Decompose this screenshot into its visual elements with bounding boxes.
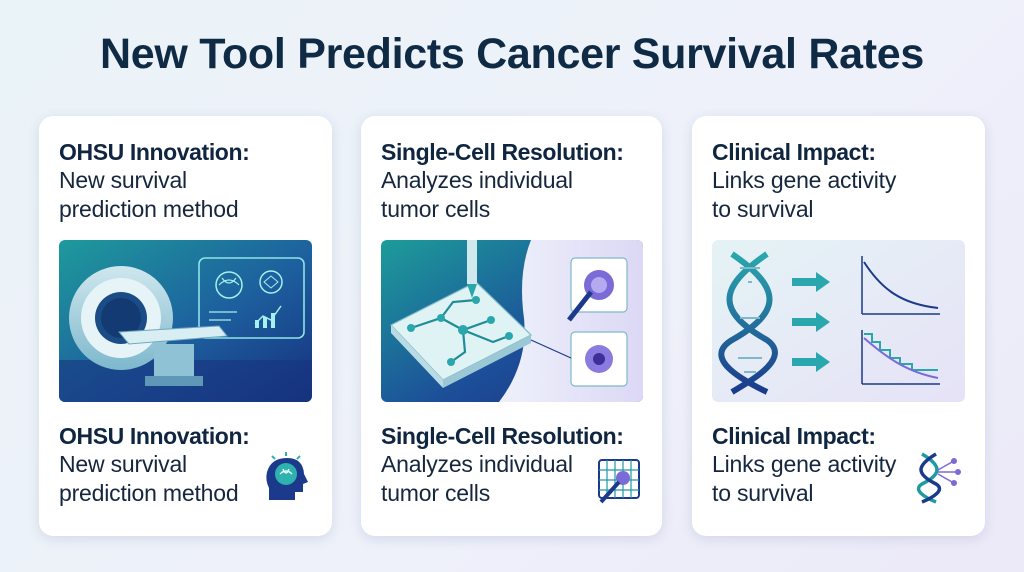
card-footer-heading: OHSU Innovation:	[59, 423, 250, 449]
card-header: OHSU Innovation: New survival prediction…	[59, 138, 318, 224]
card-header: Clinical Impact: Links gene activity to …	[712, 138, 971, 224]
brain-head-icon	[261, 450, 311, 502]
card-footer-line: New survival	[59, 451, 187, 477]
card-footer-heading: Single-Cell Resolution:	[381, 423, 624, 449]
card-footer: OHSU Innovation: New survival prediction…	[59, 422, 318, 508]
card-body-line: tumor cells	[381, 196, 490, 222]
card-header: Single-Cell Resolution: Analyzes individ…	[381, 138, 648, 224]
card-single-cell-resolution: Single-Cell Resolution: Analyzes individ…	[361, 116, 662, 536]
card-footer-line: Analyzes individual	[381, 451, 573, 477]
page-title: New Tool Predicts Cancer Survival Rates	[100, 30, 924, 78]
card-heading: OHSU Innovation:	[59, 139, 250, 165]
card-ohsu-innovation: OHSU Innovation: New survival prediction…	[39, 116, 332, 536]
card-clinical-impact: Clinical Impact: Links gene activity to …	[692, 116, 985, 536]
card-footer-line: to survival	[712, 480, 814, 506]
card-body-line: prediction method	[59, 196, 239, 222]
card-footer-line: prediction method	[59, 480, 239, 506]
card-body-line: Links gene activity	[712, 167, 897, 193]
microfluidic-chip-illustration	[381, 240, 643, 402]
cell-probe-icon	[595, 456, 645, 504]
card-body-line: to survival	[712, 196, 814, 222]
card-heading: Single-Cell Resolution:	[381, 139, 624, 165]
card-footer: Single-Cell Resolution: Analyzes individ…	[381, 422, 648, 508]
mri-scanner-ai-illustration	[59, 240, 312, 402]
card-footer-line: tumor cells	[381, 480, 490, 506]
card-footer: Clinical Impact: Links gene activity to …	[712, 422, 971, 508]
card-heading: Clinical Impact:	[712, 139, 876, 165]
card-body-line: New survival	[59, 167, 187, 193]
dna-survival-curves-illustration	[712, 240, 965, 402]
card-footer-heading: Clinical Impact:	[712, 423, 876, 449]
card-body-line: Analyzes individual	[381, 167, 573, 193]
dna-network-icon	[916, 450, 964, 504]
card-footer-line: Links gene activity	[712, 451, 897, 477]
